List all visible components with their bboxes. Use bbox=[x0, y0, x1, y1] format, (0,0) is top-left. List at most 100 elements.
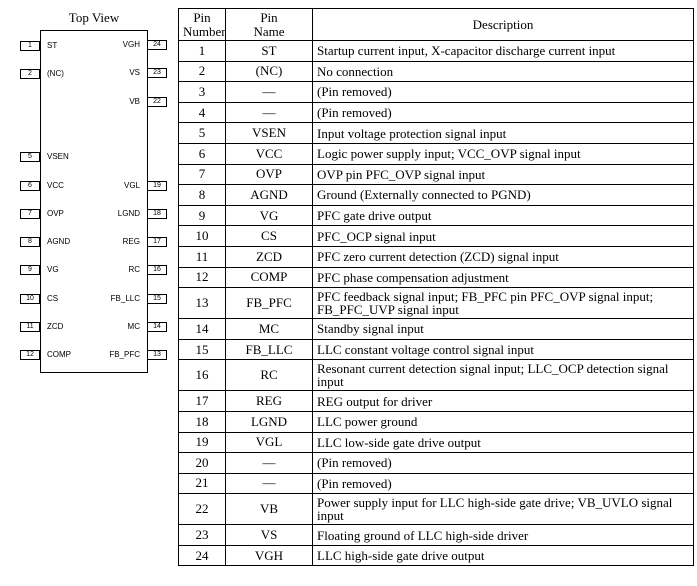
pin-name-cell: FB_LLC bbox=[225, 338, 313, 361]
left-pin-name-label: ZCD bbox=[47, 322, 64, 331]
table-row: 15 FB_LLC LLC constant voltage control sig… bbox=[178, 338, 694, 361]
pin-description-cell: (Pin removed) bbox=[312, 472, 694, 495]
left-pin-name-label: ST bbox=[47, 41, 58, 50]
table-row: 24 VGH LLC high-side gate drive output bbox=[178, 544, 694, 567]
pin-name-cell: VG bbox=[225, 204, 313, 227]
pin-description-cell: LLC low-side gate drive output bbox=[312, 431, 694, 454]
pin-description-cell: Logic power supply input; VCC_OVP signal… bbox=[312, 142, 694, 165]
pin-description-cell: Floating ground of LLC high-side driver bbox=[312, 524, 694, 546]
pin-description-cell: REG output for driver bbox=[312, 390, 694, 412]
pin-description-cell: Input voltage protection signal input bbox=[312, 122, 694, 144]
pin-number-cell: 23 bbox=[178, 524, 226, 546]
pin-name-cell: — bbox=[225, 472, 313, 495]
header-description: Description bbox=[312, 8, 694, 41]
table-row: 8 AGND Ground (Externally connected to PGN… bbox=[178, 184, 694, 206]
pin-number-cell: 5 bbox=[178, 122, 226, 144]
pin-description-cell: PFC zero current detection (ZCD) signal … bbox=[312, 245, 694, 268]
table-row: 12 COMP PFC phase compensation adjustment bbox=[178, 266, 694, 289]
pin-name-cell: — bbox=[225, 81, 313, 103]
pin-number-cell: 15 bbox=[178, 338, 226, 361]
pin-description-cell: (Pin removed) bbox=[312, 81, 694, 103]
table-row: 6 VCC Logic power supply input; VCC_OVP si… bbox=[178, 142, 694, 165]
pin-description-cell: Ground (Externally connected to PGND) bbox=[312, 184, 694, 206]
header-pin-name-line1: Pin bbox=[260, 9, 278, 25]
pin-number-cell: 14 bbox=[178, 318, 226, 340]
pin-number-cell: 6 bbox=[178, 142, 226, 165]
right-pin-number-box: 19 bbox=[147, 181, 167, 191]
right-pin-name-label: VB bbox=[129, 97, 140, 106]
left-pin-name-label: CS bbox=[47, 294, 59, 303]
right-pin-name-label: FB_LLC bbox=[110, 294, 140, 303]
pin-number-cell: 4 bbox=[178, 101, 226, 124]
pin-name-cell: MC bbox=[225, 318, 313, 340]
left-pin-number-box: 8 bbox=[20, 237, 40, 247]
pin-name-cell: REG bbox=[225, 390, 313, 412]
right-pin-name-label: LGND bbox=[117, 209, 140, 218]
pin-number-cell: 19 bbox=[178, 431, 226, 454]
pin-number-cell: 16 bbox=[178, 359, 226, 392]
header-pin-name: Pin Name bbox=[225, 8, 313, 41]
pin-description-cell: (Pin removed) bbox=[312, 452, 694, 474]
pin-name-cell: — bbox=[225, 101, 313, 124]
left-pin-name-label: OVP bbox=[47, 209, 64, 218]
table-row: 14 MC Standby signal input bbox=[178, 318, 694, 340]
pin-description-cell: LLC power ground bbox=[312, 410, 694, 433]
pin-number-cell: 12 bbox=[178, 266, 226, 289]
right-pin-name-label: VGH bbox=[122, 40, 140, 49]
pin-number-cell: 2 bbox=[178, 60, 226, 83]
header-pin-number-line1: Pin bbox=[193, 9, 211, 25]
right-pin-number-box: 16 bbox=[147, 265, 167, 275]
table-row: 21— (Pin removed) bbox=[178, 472, 694, 495]
table-row: 10 CS PFC_OCP signal input bbox=[178, 225, 694, 247]
pin-description-cell: PFC feedback signal input; FB_PFC pin PF… bbox=[312, 287, 694, 320]
pin-number-cell: 9 bbox=[178, 204, 226, 227]
table-row: 20— (Pin removed) bbox=[178, 452, 694, 474]
pin-name-cell: VGH bbox=[225, 544, 313, 567]
pin-number-cell: 7 bbox=[178, 163, 226, 186]
ic-package-outline bbox=[40, 30, 148, 373]
left-pin-name-label: VSEN bbox=[47, 152, 69, 161]
pin-number-cell: 18 bbox=[178, 410, 226, 433]
pin-name-cell: OVP bbox=[225, 163, 313, 186]
left-pin-name-label: COMP bbox=[47, 350, 71, 359]
left-pin-number-box: 11 bbox=[20, 322, 40, 332]
table-row: 2 (NC) No connection bbox=[178, 60, 694, 83]
pin-name-cell: LGND bbox=[225, 410, 313, 433]
pin-description-cell: OVP pin PFC_OVP signal input bbox=[312, 163, 694, 186]
pin-number-cell: 10 bbox=[178, 225, 226, 247]
pin-description-cell: Resonant current detection signal input;… bbox=[312, 359, 694, 392]
pin-name-cell: (NC) bbox=[225, 60, 313, 83]
right-pin-number-box: 13 bbox=[147, 350, 167, 360]
table-row: 3— (Pin removed) bbox=[178, 81, 694, 103]
right-pin-name-label: VS bbox=[129, 68, 140, 77]
pin-description-cell: PFC_OCP signal input bbox=[312, 225, 694, 247]
pin-description-cell: Standby signal input bbox=[312, 318, 694, 340]
left-pin-number-box: 9 bbox=[20, 265, 40, 275]
left-pin-number-box: 5 bbox=[20, 152, 40, 162]
pin-name-cell: AGND bbox=[225, 184, 313, 206]
right-pin-name-label: RC bbox=[128, 265, 140, 274]
right-pin-number-box: 22 bbox=[147, 97, 167, 107]
left-pin-number-box: 1 bbox=[20, 41, 40, 51]
right-pin-number-box: 17 bbox=[147, 237, 167, 247]
pin-name-cell: VS bbox=[225, 524, 313, 546]
right-pin-name-label: MC bbox=[127, 322, 140, 331]
pin-description-cell: Power supply input for LLC high-side gat… bbox=[312, 493, 694, 526]
table-row: 19 VGL LLC low-side gate drive output bbox=[178, 431, 694, 454]
pin-description-table: Pin Number Pin Name Description 1 ST Start… bbox=[178, 8, 694, 567]
pin-number-cell: 13 bbox=[178, 287, 226, 320]
pin-name-cell: VCC bbox=[225, 142, 313, 165]
pin-name-cell: VGL bbox=[225, 431, 313, 454]
pin-number-cell: 3 bbox=[178, 81, 226, 103]
left-pin-name-label: (NC) bbox=[47, 69, 64, 78]
pin-description-cell: Startup current input, X-capacitor disch… bbox=[312, 40, 694, 62]
header-pin-number: Pin Number bbox=[178, 8, 226, 41]
left-pin-number-box: 6 bbox=[20, 181, 40, 191]
pin-name-cell: RC bbox=[225, 359, 313, 392]
right-pin-number-box: 15 bbox=[147, 294, 167, 304]
pin-number-cell: 20 bbox=[178, 452, 226, 474]
pin-number-cell: 21 bbox=[178, 472, 226, 495]
table-row: 18 LGND LLC power ground bbox=[178, 410, 694, 433]
table-row: 7 OVP OVP pin PFC_OVP signal input bbox=[178, 163, 694, 186]
pin-name-cell: — bbox=[225, 452, 313, 474]
